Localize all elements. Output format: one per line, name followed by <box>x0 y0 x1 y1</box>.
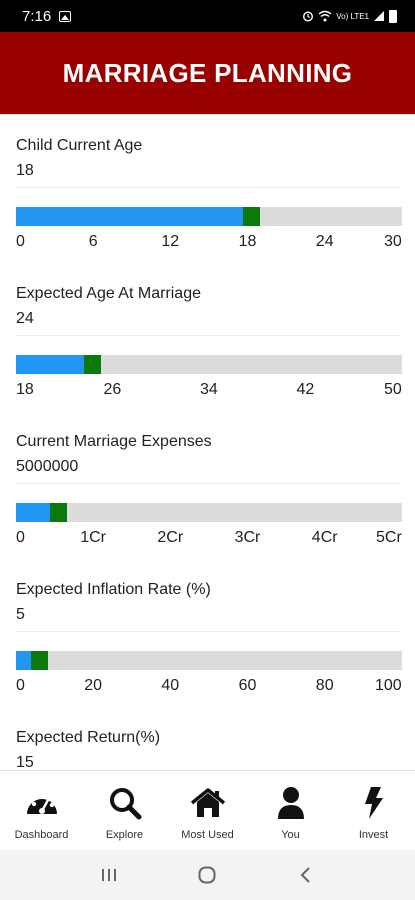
home-icon <box>189 785 227 821</box>
divider <box>16 335 401 336</box>
child-age-slider[interactable] <box>16 207 402 226</box>
user-icon <box>272 785 310 821</box>
field-value: 15 <box>16 754 34 770</box>
nav-invest[interactable]: Invest <box>332 771 415 850</box>
slider-tick-label: 26 <box>103 381 122 398</box>
marriage-expenses-slider[interactable] <box>16 503 402 522</box>
field-label: Expected Age At Marriage <box>16 285 201 302</box>
search-icon <box>106 785 144 821</box>
inflation-rate-slider[interactable] <box>16 651 402 670</box>
nav-label: You <box>281 829 300 841</box>
slider-fill <box>16 355 84 374</box>
slider-tick-label: 80 <box>315 677 334 694</box>
slider-tick-label: 0 <box>16 529 25 546</box>
app-header: MARRIAGE PLANNING <box>0 32 415 114</box>
slider-tick-label: 5Cr <box>376 529 402 546</box>
wifi-icon <box>318 10 332 22</box>
nav-label: Dashboard <box>14 829 69 841</box>
slider-tick-label: 50 <box>384 381 402 398</box>
slider-thumb[interactable] <box>83 355 101 374</box>
slider-fill <box>16 503 51 522</box>
dashboard-icon <box>23 785 61 821</box>
recents-button[interactable] <box>89 860 129 890</box>
slider-thumb[interactable] <box>30 651 48 670</box>
nav-label: Invest <box>358 829 389 841</box>
field-value: 24 <box>16 310 34 327</box>
field-value: 18 <box>16 162 34 179</box>
back-button[interactable] <box>286 860 326 890</box>
slider-tick-label: 18 <box>16 381 34 398</box>
battery-icon <box>389 9 397 23</box>
field-label: Child Current Age <box>16 137 143 154</box>
nav-dashboard[interactable]: Dashboard <box>0 771 83 850</box>
slider-tick-label: 3Cr <box>234 529 261 546</box>
slider-tick-label: 18 <box>238 233 257 250</box>
nav-most-used[interactable]: Most Used <box>166 771 249 850</box>
network-indicator: Vo) LTE1 <box>336 11 369 21</box>
marriage-age-slider[interactable] <box>16 355 402 374</box>
home-button[interactable] <box>187 860 227 890</box>
field-label: Expected Inflation Rate (%) <box>16 581 211 598</box>
slider-tick-label: 12 <box>161 233 180 250</box>
slider-tick-label: 42 <box>296 381 315 398</box>
divider <box>16 631 401 632</box>
back-icon <box>300 867 310 883</box>
slider-tick-label: 1Cr <box>80 529 106 546</box>
slider-fill <box>16 651 31 670</box>
alarm-icon <box>303 11 314 22</box>
slider-thumb[interactable] <box>243 207 261 226</box>
nav-explore[interactable]: Explore <box>83 771 166 850</box>
slider-tick-label: 30 <box>384 233 402 250</box>
field-label: Expected Return(%) <box>16 729 161 746</box>
field-value: 5000000 <box>16 458 79 475</box>
slider-ticks: 18 26 34 42 50 <box>16 381 402 401</box>
slider-ticks: 0 20 40 60 80 100 <box>16 677 402 697</box>
bottom-nav: Dashboard Explore Most Used You <box>0 770 415 850</box>
bolt-icon <box>355 785 393 821</box>
slider-tick-label: 2Cr <box>157 529 184 546</box>
divider <box>16 483 401 484</box>
nav-you[interactable]: You <box>249 771 332 850</box>
gallery-notification-icon <box>59 10 72 22</box>
form-content[interactable]: Child Current Age 18 0 6 12 18 24 30 Expected… <box>0 114 415 770</box>
nav-label: Explore <box>105 829 144 841</box>
slider-tick-label: 100 <box>375 677 402 694</box>
home-circle-icon <box>198 866 216 884</box>
slider-fill <box>16 207 244 226</box>
slider-tick-label: 34 <box>200 381 218 398</box>
divider <box>16 187 401 188</box>
slider-ticks: 0 6 12 18 24 30 <box>16 233 402 253</box>
status-bar: 7:16 Vo) LTE1 <box>0 0 415 32</box>
slider-thumb[interactable] <box>50 503 68 522</box>
slider-tick-label: 6 <box>88 233 98 250</box>
field-value: 5 <box>16 606 25 623</box>
recents-icon <box>102 869 117 881</box>
slider-tick-label: 24 <box>315 233 334 250</box>
slider-tick-label: 0 <box>16 233 25 250</box>
nav-label: Most Used <box>181 829 234 841</box>
slider-tick-label: 0 <box>16 677 25 694</box>
slider-tick-label: 20 <box>84 677 102 694</box>
slider-tick-label: 40 <box>161 677 180 694</box>
slider-ticks: 0 1Cr 2Cr 3Cr 4Cr 5Cr <box>16 529 402 549</box>
slider-tick-label: 4Cr <box>311 529 338 546</box>
system-nav-bar <box>0 850 415 900</box>
status-time: 7:16 <box>22 7 52 25</box>
signal-icon <box>374 11 384 21</box>
page-title: MARRIAGE PLANNING <box>62 57 353 88</box>
field-label: Current Marriage Expenses <box>16 433 212 450</box>
slider-tick-label: 60 <box>238 677 257 694</box>
